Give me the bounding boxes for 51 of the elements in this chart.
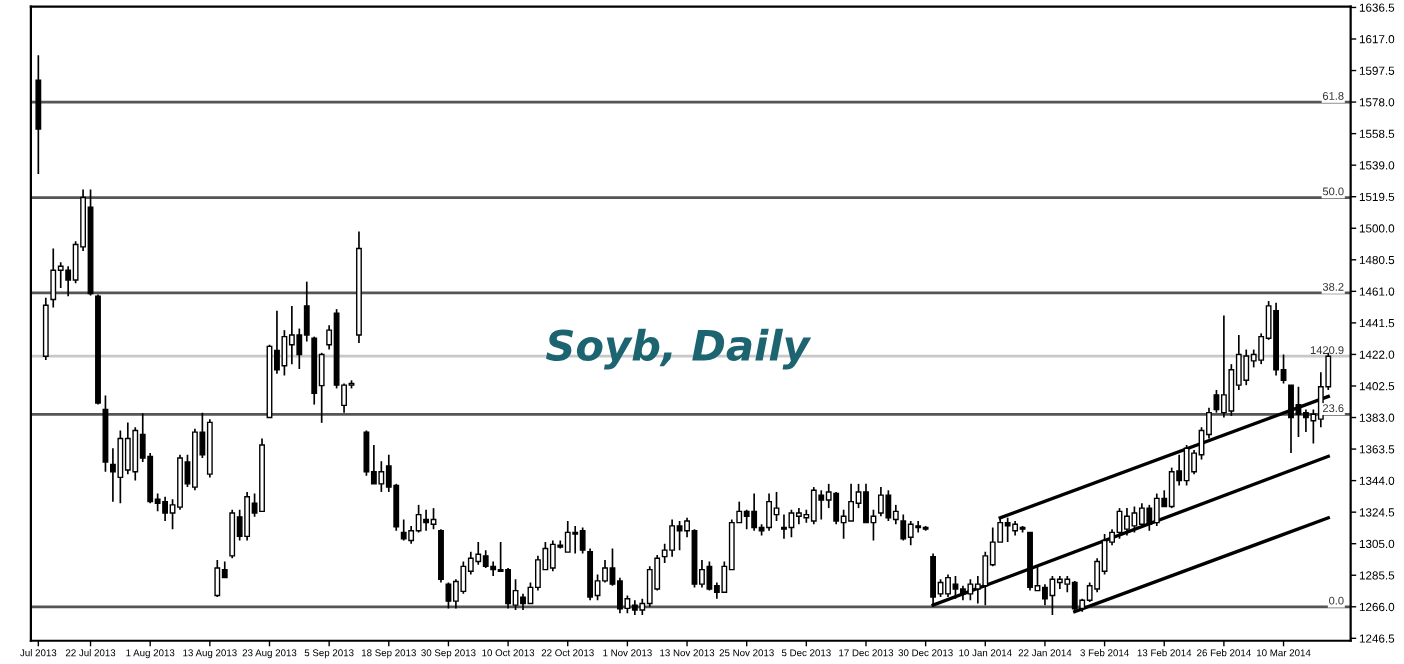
candlestick	[952, 575, 959, 600]
candlestick	[676, 520, 683, 552]
candlestick	[885, 489, 892, 522]
candlestick	[572, 525, 579, 555]
candlestick	[1124, 507, 1130, 537]
candlestick	[117, 429, 124, 505]
candlestick	[907, 520, 914, 547]
candlestick	[900, 513, 907, 542]
candlestick	[967, 578, 974, 602]
candlestick	[945, 573, 951, 598]
candlestick	[1146, 504, 1153, 532]
candlestick	[229, 508, 236, 560]
candlestick	[1220, 314, 1227, 419]
candlestick	[244, 491, 251, 542]
candlestick	[423, 508, 430, 532]
candlestick	[743, 508, 750, 530]
candlestick	[810, 486, 817, 526]
candlestick	[288, 305, 295, 365]
candlestick	[1243, 348, 1250, 387]
candlestick	[818, 489, 825, 521]
candlestick	[363, 429, 370, 477]
candlestick	[766, 492, 772, 532]
candlestick	[505, 567, 512, 610]
candlestick	[1183, 444, 1190, 487]
candlestick	[475, 541, 482, 566]
candlestick	[1302, 408, 1309, 433]
candlestick	[162, 495, 169, 522]
candlestick	[706, 560, 713, 592]
candlestick	[669, 518, 676, 558]
candlestick	[1131, 505, 1138, 534]
candlestick	[549, 539, 556, 573]
candlestick	[863, 483, 869, 524]
candlestick	[833, 491, 840, 526]
candlestick	[848, 483, 855, 522]
candlestick	[1153, 492, 1160, 527]
candlestick	[781, 513, 787, 540]
candlestick	[788, 508, 795, 539]
text: Soyb, Daily	[546, 328, 812, 370]
candlestick	[445, 581, 452, 610]
candlestick	[564, 520, 571, 553]
candlestick	[877, 486, 884, 518]
candlestick	[1042, 583, 1048, 607]
candlestick	[132, 426, 139, 482]
candlestick	[773, 491, 780, 522]
candlestick	[214, 559, 221, 598]
candlestick	[415, 504, 422, 534]
candlestick	[751, 492, 758, 532]
candlestick	[378, 460, 385, 493]
candlestick	[124, 421, 131, 475]
candlestick	[1138, 502, 1145, 529]
candlestick	[1049, 575, 1056, 616]
